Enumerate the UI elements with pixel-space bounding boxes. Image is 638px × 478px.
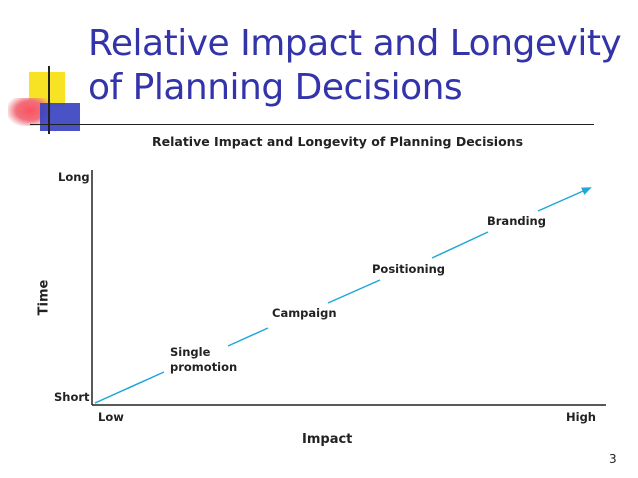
y-axis-bottom-label: Short bbox=[54, 390, 90, 404]
arrow-segment-5 bbox=[537, 187, 592, 212]
stage-label-single-promotion-line-1: Single bbox=[170, 345, 211, 359]
arrow-segment-3 bbox=[327, 279, 381, 304]
y-axis-top-label: Long bbox=[58, 170, 90, 184]
arrow-segment-2 bbox=[227, 327, 269, 347]
stage-label-single-promotion-line-2: promotion bbox=[170, 360, 238, 374]
x-axis-right-label: High bbox=[566, 410, 596, 424]
x-axis-left-label: Low bbox=[98, 410, 124, 424]
diagram-title: Relative Impact and Longevity of Plannin… bbox=[152, 134, 524, 149]
decorative-vertical-line bbox=[48, 66, 50, 134]
page-number: 3 bbox=[609, 452, 617, 466]
slide-title: Relative Impact and Longevity of Plannin… bbox=[88, 22, 622, 110]
arrow-segment-4 bbox=[431, 231, 489, 259]
slide-title-line-1: Relative Impact and Longevity bbox=[88, 23, 622, 64]
stage-label-branding: Branding bbox=[487, 214, 546, 228]
arrow-segment-1 bbox=[94, 371, 165, 404]
decorative-blue-square bbox=[40, 103, 80, 131]
x-axis-title: Impact bbox=[302, 432, 353, 447]
stage-label-positioning: Positioning bbox=[372, 262, 446, 276]
decorative-horizontal-line bbox=[30, 124, 594, 125]
stage-label-campaign: Campaign bbox=[272, 306, 337, 320]
y-axis-title: Time bbox=[36, 279, 52, 316]
slide-title-line-2: of Planning Decisions bbox=[88, 67, 463, 108]
stage-label-single-promotion: Single promotion bbox=[170, 345, 237, 375]
